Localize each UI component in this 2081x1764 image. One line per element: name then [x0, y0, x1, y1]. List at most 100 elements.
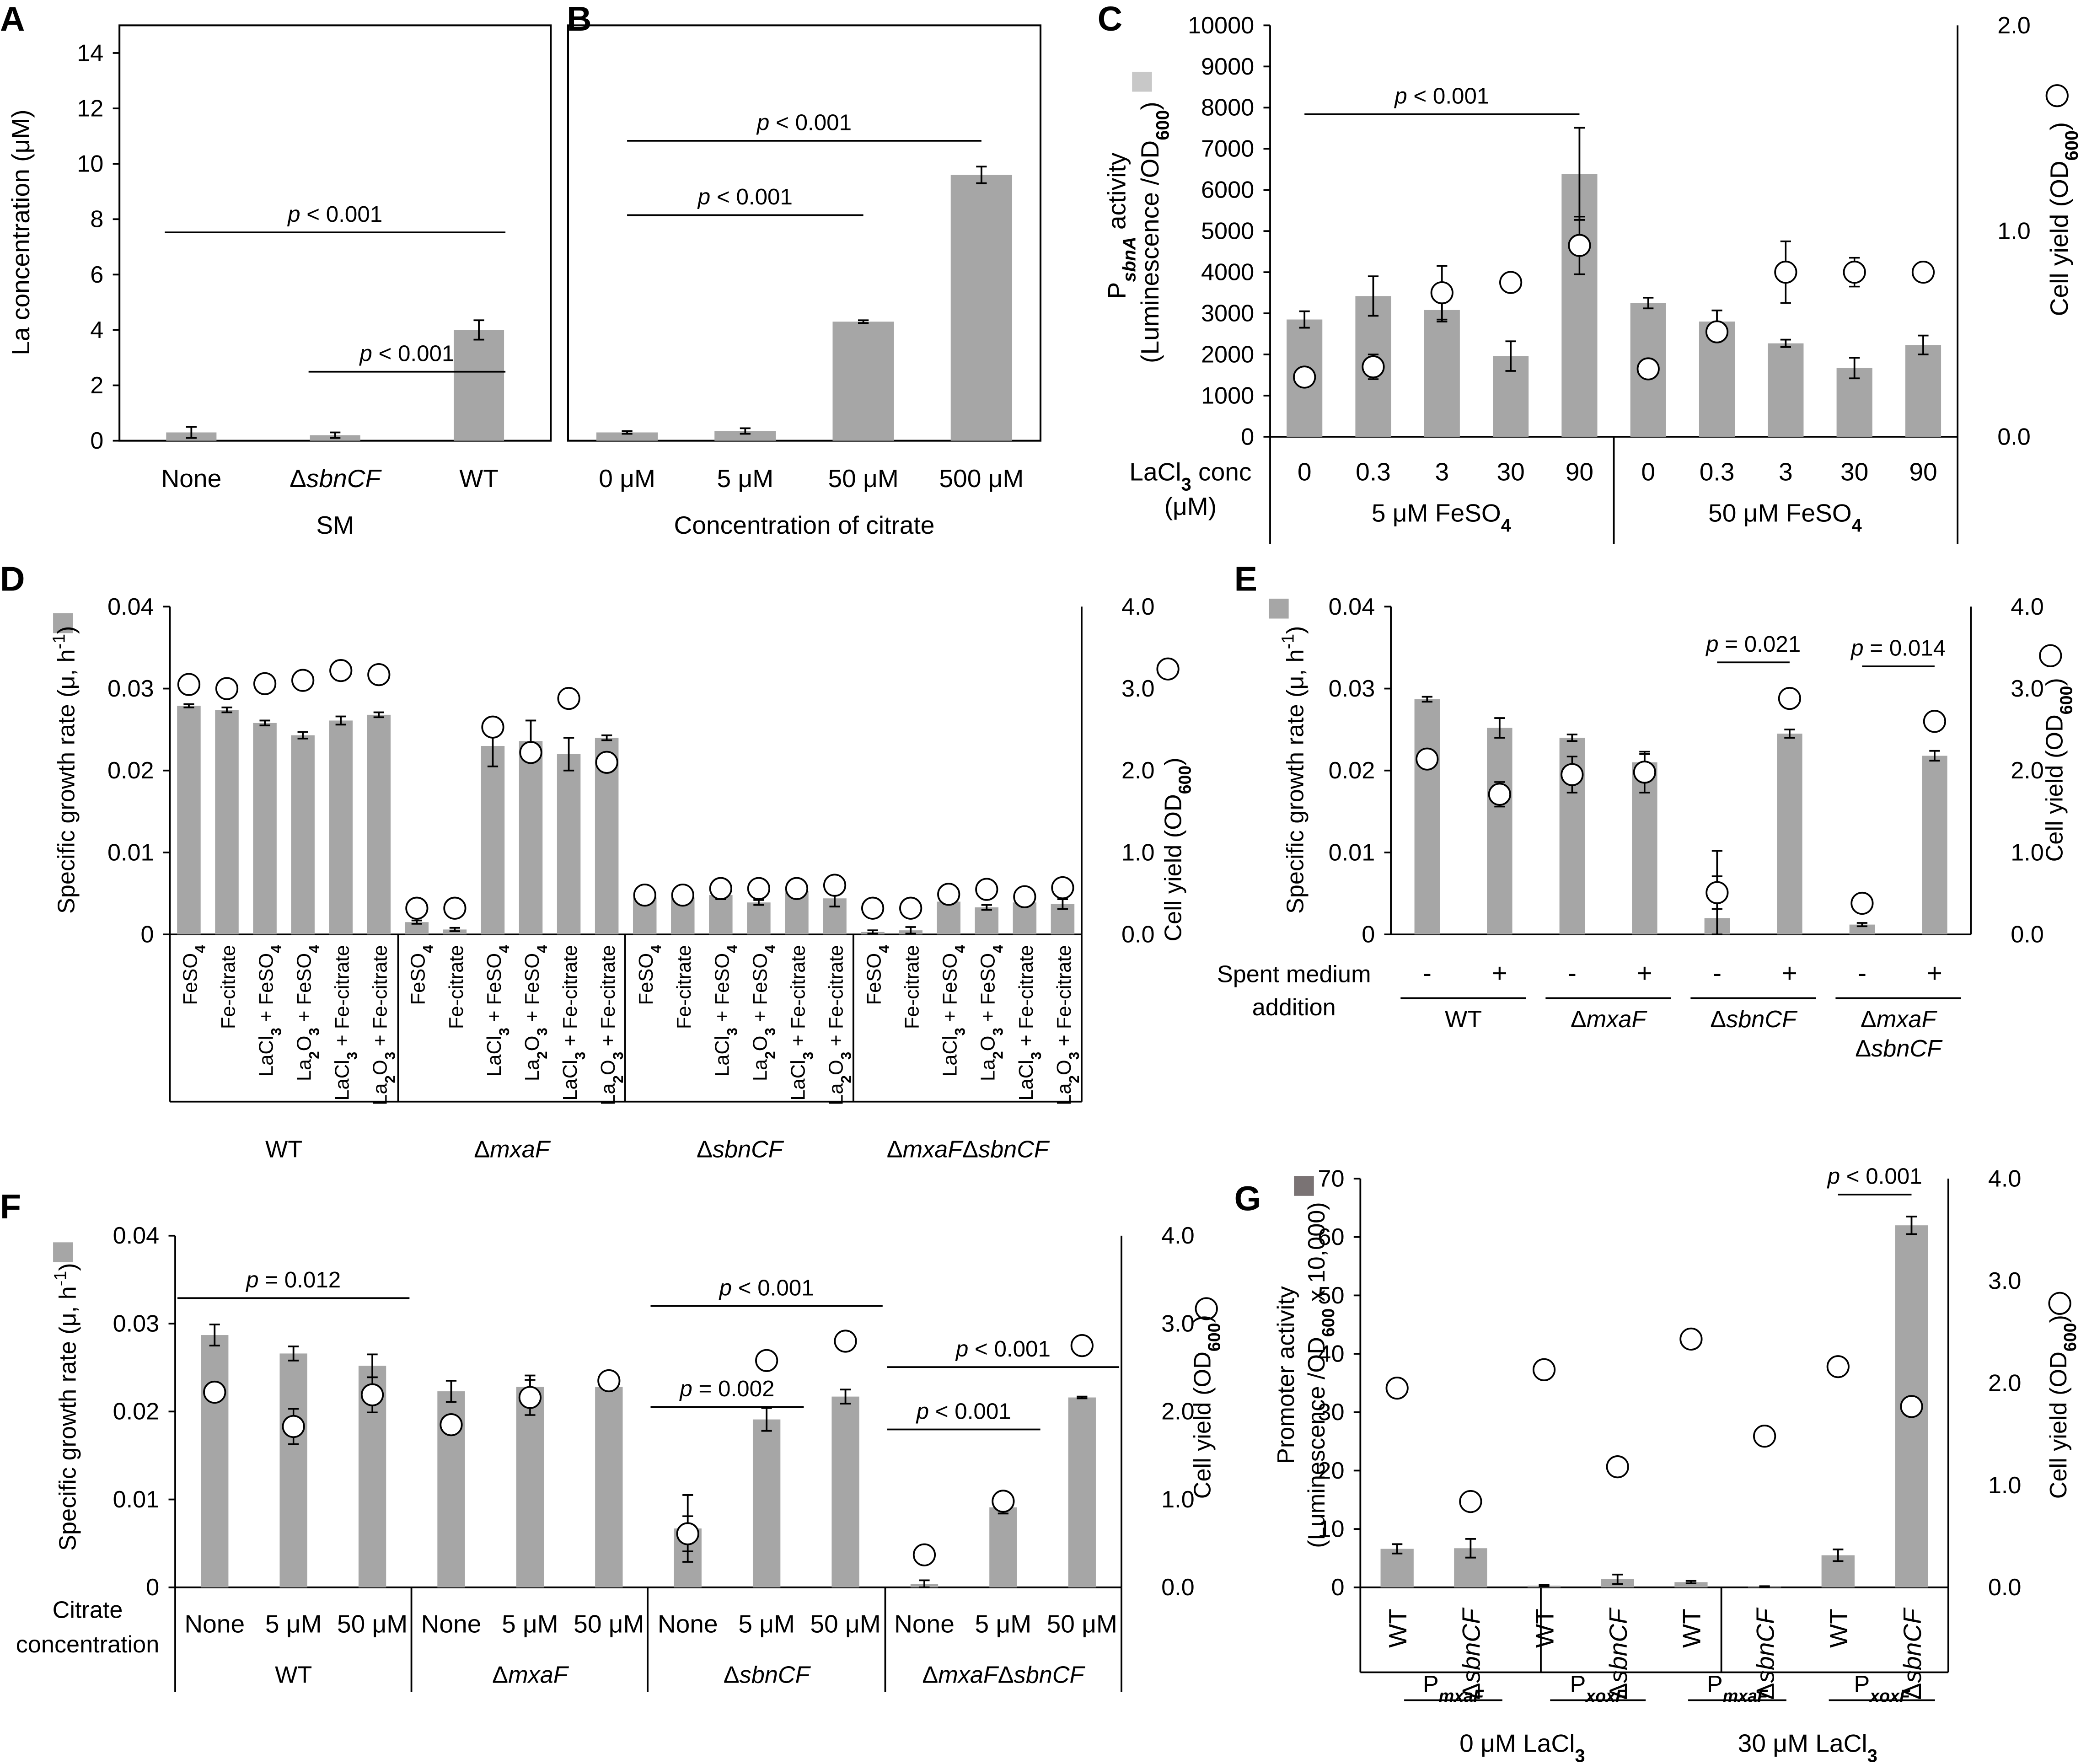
group-label: ΔsbnCF: [724, 1662, 811, 1689]
panel-letter: E: [1234, 560, 1257, 598]
significance-label: p < 0.001: [1394, 84, 1489, 109]
x-axis-title: Concentration of citrate: [674, 511, 935, 539]
y2-tick-label: 1.0: [1121, 839, 1155, 866]
y2-tick-label: 3.0: [2011, 676, 2044, 702]
yield-point: [747, 877, 771, 900]
x-tick-label: 30: [1496, 458, 1524, 486]
bar-legend-swatch: [1269, 598, 1289, 619]
x-tick-label: 5 μM: [717, 464, 774, 493]
y-tick-label: 0.03: [107, 676, 154, 702]
promoter-label: PxoxF: [1570, 1671, 1626, 1705]
yield-point: [671, 884, 694, 907]
bar: [832, 322, 894, 441]
group-label: ΔmxaFΔsbnCF: [922, 1662, 1085, 1689]
x-tick-label: 50 μM: [1047, 1609, 1117, 1638]
bar: [950, 175, 1013, 441]
yield-point: [1778, 686, 1801, 710]
x-tick-label: La2O3 + Fe-citrate: [825, 945, 854, 1105]
y-tick-label: 0.04: [113, 1222, 160, 1249]
x-axis-title: Spent medium: [1217, 961, 1371, 988]
bar: [1777, 734, 1802, 935]
y-tick-label: 70: [1318, 1165, 1344, 1192]
yield-point: [557, 686, 580, 710]
group-label: WT: [275, 1662, 312, 1689]
bar: [516, 1387, 544, 1587]
x-axis-title: addition: [1252, 994, 1336, 1021]
y-tick-label: 3000: [1201, 300, 1254, 327]
yield-point: [1826, 1355, 1850, 1378]
yield-point: [992, 1490, 1015, 1513]
bar: [177, 706, 201, 935]
yield-point: [1070, 1334, 1094, 1357]
yield-point: [443, 896, 467, 920]
bar: [1414, 699, 1440, 935]
x-tick-label: 5 μM: [738, 1609, 795, 1638]
group-label: ΔmxaF: [492, 1662, 569, 1689]
y2-tick-label: 0.0: [1988, 1574, 2022, 1601]
bar: [1768, 343, 1804, 437]
y2-tick-label: 1.0: [1997, 218, 2031, 245]
yield-point: [519, 741, 542, 764]
yield-point: [1488, 783, 1511, 806]
promoter-label: PmxaF: [1707, 1671, 1768, 1705]
x-tick-label: La2O3 + FeSO4: [749, 945, 778, 1081]
x-tick-label: -: [1713, 959, 1722, 988]
y-tick-label: 0.02: [1329, 757, 1375, 784]
y-axis-title: Promoter activity: [1273, 1286, 1299, 1464]
y2-tick-label: 4.0: [1988, 1165, 2022, 1192]
y2-tick-label: 0.0: [2011, 922, 2044, 948]
x-tick-label: WT: [459, 464, 499, 493]
y2-tick-label: 4.0: [1161, 1222, 1195, 1249]
yield-point: [481, 715, 504, 739]
y2-tick-label: 1.0: [1988, 1472, 2022, 1499]
y2-tick-label: 0.0: [1121, 922, 1155, 948]
significance-label: p = 0.014: [1850, 636, 1946, 661]
bar: [595, 1387, 623, 1587]
yield-point: [1459, 1490, 1482, 1513]
significance-label: p < 0.001: [359, 341, 454, 366]
panel-letter: C: [1098, 0, 1122, 38]
x-tick-label: WT: [1530, 1609, 1559, 1648]
y-tick-label: 50: [1318, 1282, 1344, 1309]
yield-point: [1416, 747, 1439, 771]
bar: [253, 723, 277, 935]
x-tick-label: 50 μM: [828, 464, 898, 493]
group-label: ΔmxaF: [1861, 1006, 1938, 1033]
bar: [481, 745, 505, 935]
x-axis-title: LaCl3 conc: [1129, 458, 1251, 495]
y-tick-label: 0: [146, 1574, 159, 1601]
yield-point: [1636, 357, 1660, 381]
y-axis-title: PsbnA activity: [1103, 152, 1140, 299]
y-tick-label: 6000: [1201, 177, 1254, 204]
y-tick-label: 0: [90, 428, 103, 454]
bar: [519, 741, 543, 935]
x-tick-label: +: [1782, 959, 1797, 988]
y-tick-label: 0: [1241, 424, 1254, 450]
x-tick-label: La2O3 + Fe-citrate: [1053, 945, 1082, 1105]
y-tick-label: 0: [1362, 922, 1375, 948]
y-tick-label: 0.01: [113, 1486, 160, 1513]
x-tick-label: LaCl3 + FeSO4: [255, 945, 284, 1077]
y-tick-label: 2000: [1201, 341, 1254, 368]
yield-point: [1499, 271, 1523, 294]
significance-label: p < 0.001: [756, 110, 852, 135]
bar: [1674, 1582, 1708, 1587]
x-tick-label: 30: [1840, 458, 1868, 486]
y2-axis-title: Cell yield (OD600): [1189, 1315, 1223, 1499]
bar: [1836, 368, 1872, 437]
yield-point: [975, 878, 998, 901]
y2-tick-label: 3.0: [1161, 1310, 1195, 1337]
y-axis-title: (Luminescence /OD600 x 10,000): [1303, 1202, 1338, 1548]
yield-point: [405, 896, 429, 920]
group-label: ΔsbnCF: [1710, 1006, 1798, 1033]
x-tick-label: WT: [1384, 1609, 1412, 1648]
x-tick-label: 50 μM: [337, 1609, 408, 1638]
yield-legend-symbol: [2048, 1292, 2071, 1315]
y-axis-title: Specific growth rate (μ, h-1): [1278, 626, 1309, 914]
y-tick-label: 9000: [1201, 54, 1254, 80]
group-label: ΔmxaF: [1571, 1006, 1648, 1033]
yield-point: [253, 672, 277, 695]
y-tick-label: 14: [77, 40, 103, 66]
y2-tick-label: 3.0: [1988, 1268, 2022, 1294]
x-axis-title: (μM): [1164, 492, 1217, 520]
